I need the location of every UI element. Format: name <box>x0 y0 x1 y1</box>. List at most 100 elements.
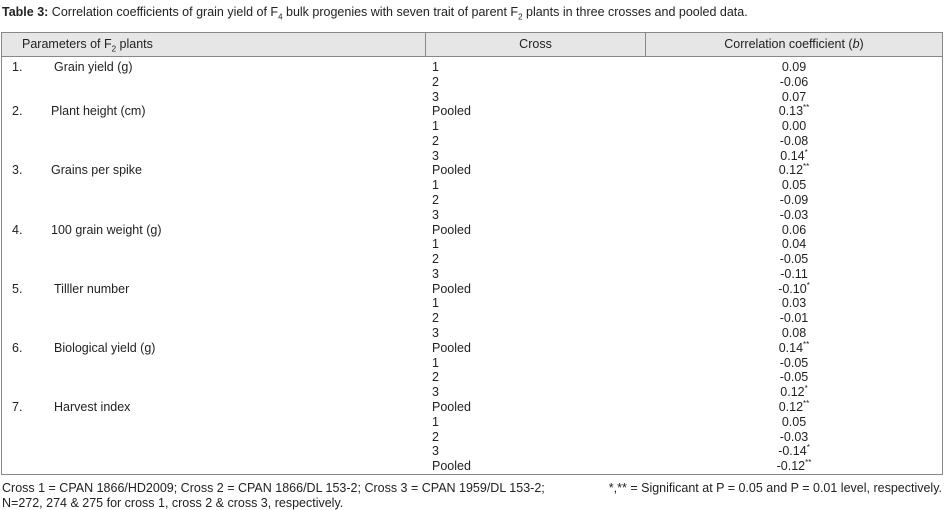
caption-text: plants in three crosses and pooled data. <box>522 5 748 19</box>
row-number: 1. <box>12 60 23 74</box>
cross-cell: Pooled <box>432 399 471 414</box>
row-number: 5. <box>12 281 23 296</box>
coefficient-value: 0.12 <box>780 385 805 400</box>
significance-mark: * <box>804 147 808 157</box>
coefficient-value: 0.08 <box>781 326 807 341</box>
footnote: Cross 1 = CPAN 1866/HD2009; Cross 2 = CP… <box>2 481 545 495</box>
significance-mark: * <box>806 280 810 290</box>
cross-cell: 1 <box>432 237 439 252</box>
coefficient-cell: -0.11 <box>645 267 943 282</box>
coefficient-cell: 0.08 <box>645 326 943 341</box>
coefficient-cell: 0.12* <box>645 385 943 400</box>
cross-cell: 2 <box>432 370 439 385</box>
parameter-name: Tilller number <box>54 281 130 296</box>
coefficient-value: -0.10 <box>778 281 807 296</box>
table-caption: Table 3: Correlation coefficients of gra… <box>2 5 748 22</box>
coefficient-value: 0.12 <box>778 399 804 414</box>
parameter-name: Grains per spike <box>51 163 143 178</box>
coefficient-cell: -0.14* <box>645 444 943 459</box>
parameter-name: 100 grain weight (g) <box>51 222 162 237</box>
cross-cell: 1 <box>432 355 439 370</box>
header-cell: Correlation coefficient (b) <box>645 32 943 57</box>
coefficient-value: 0.03 <box>781 296 807 311</box>
coefficient-value: -0.08 <box>779 133 809 148</box>
cross-cell: Pooled <box>432 163 471 178</box>
coefficient-cell: 0.05 <box>645 415 943 430</box>
cross-cell: Pooled <box>432 459 471 474</box>
coefficient-cell: 0.13** <box>645 104 943 119</box>
row-number: 6. <box>12 340 23 355</box>
coefficient-cell: -0.03 <box>645 430 943 445</box>
cross-cell: 3 <box>432 444 439 459</box>
coefficient-value: 0.13 <box>778 104 804 119</box>
cross-cell: 2 <box>432 193 439 208</box>
header-cell: Cross <box>425 32 646 57</box>
cross-cell: 2 <box>432 74 439 89</box>
caption-sub: 2 <box>518 12 523 22</box>
coefficient-value: 0.14 <box>778 340 804 355</box>
caption-label: Table 3: <box>2 5 49 19</box>
cross-cell: 3 <box>432 207 439 222</box>
significance-mark: ** <box>803 103 810 113</box>
coefficient-value: -0.05 <box>779 355 809 370</box>
cross-cell: 3 <box>432 266 439 281</box>
cross-cell: 3 <box>432 89 439 104</box>
header-italic: b <box>852 37 860 51</box>
coefficient-cell: 0.04 <box>645 237 943 252</box>
cross-cell: 3 <box>432 326 439 341</box>
significance-mark: * <box>806 443 810 453</box>
coefficient-value: 0.07 <box>781 89 807 104</box>
coefficient-value: -0.01 <box>779 311 809 326</box>
coefficient-value: 0.05 <box>781 178 807 193</box>
coefficient-value: 0.12 <box>778 163 804 178</box>
header-sub: 2 <box>111 44 117 54</box>
coefficient-cell: -0.05 <box>645 356 943 371</box>
header-text: plants <box>116 37 153 51</box>
coefficient-cell: -0.09 <box>645 193 943 208</box>
header-text: Cross <box>519 37 552 51</box>
row-number: 3. <box>12 163 23 178</box>
cross-cell: Pooled <box>432 104 471 119</box>
header-text: ) <box>859 37 864 51</box>
coefficient-cell: -0.05 <box>645 252 943 267</box>
coefficient-cell: 0.00 <box>645 119 943 134</box>
cross-cell: 2 <box>432 429 439 444</box>
coefficient-value: -0.05 <box>779 370 809 385</box>
cross-cell: 2 <box>432 311 439 326</box>
coefficient-value: 0.04 <box>781 237 807 252</box>
significance-mark: ** <box>803 398 810 408</box>
cross-cell: Pooled <box>432 281 471 296</box>
caption-text: Correlation coefficients of grain yield … <box>51 5 279 19</box>
significance-mark: ** <box>803 339 810 349</box>
parameter-name: Biological yield (g) <box>54 340 156 355</box>
parameter-name: Grain yield (g) <box>54 60 133 74</box>
coefficient-value: 0.06 <box>781 222 807 237</box>
coefficient-value: 0.00 <box>781 119 807 134</box>
cross-cell: 3 <box>432 148 439 163</box>
coefficient-value: 0.05 <box>781 414 807 429</box>
coefficient-cell: 0.12** <box>645 163 943 178</box>
coefficient-cell: 0.05 <box>645 178 943 193</box>
footnote: *,** = Significant at P = 0.05 and P = 0… <box>608 481 942 495</box>
header-text: Correlation coefficient ( <box>724 37 853 51</box>
coefficient-cell: 0.12** <box>645 398 943 415</box>
cross-cell: 1 <box>432 178 439 193</box>
caption-sub: 4 <box>278 12 283 22</box>
coefficient-value: 0.14 <box>780 148 805 163</box>
significance-mark: * <box>804 384 808 393</box>
coefficient-cell: -0.01 <box>645 311 943 326</box>
coefficient-cell: 0.07 <box>645 90 943 105</box>
row-number: 4. <box>12 222 23 237</box>
coefficient-cell: 0.14* <box>645 147 943 164</box>
header-text: Parameters of F <box>22 37 112 51</box>
coefficient-cell: 0.09 <box>645 60 943 75</box>
coefficient-cell: -0.06 <box>645 75 943 90</box>
coefficient-cell: 0.03 <box>645 296 943 311</box>
coefficient-value: -0.12 <box>776 459 806 474</box>
row-number: 7. <box>12 399 23 414</box>
significance-mark: ** <box>805 457 812 467</box>
header-cell: Parameters of F2 plants <box>1 32 426 57</box>
coefficient-value: -0.09 <box>779 193 809 208</box>
coefficient-value: -0.06 <box>779 74 809 89</box>
